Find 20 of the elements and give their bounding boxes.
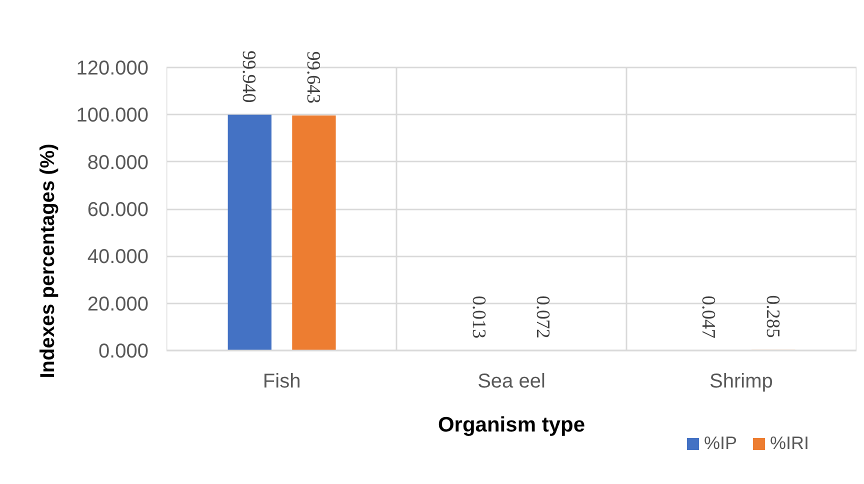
- data-label: 99.940: [238, 50, 260, 103]
- data-label: 0.285: [762, 295, 783, 338]
- x-axis-title: Organism type: [438, 414, 586, 436]
- y-axis-title: Indexes percentages (%): [37, 144, 60, 378]
- data-label: 0.072: [532, 296, 554, 338]
- y-tick-label: 60.000: [87, 199, 148, 221]
- data-label: 0.047: [698, 296, 719, 338]
- x-tick-label: Fish: [262, 370, 301, 392]
- legend-label: %IP: [704, 433, 738, 454]
- x-tick-label: Sea eel: [478, 370, 546, 392]
- y-tick-label: 120.000: [76, 58, 148, 80]
- y-tick-label: 0.000: [98, 340, 149, 362]
- y-tick-label: 80.000: [87, 152, 148, 174]
- data-label: 0.013: [468, 296, 489, 338]
- y-tick-label: 20.000: [87, 293, 148, 316]
- y-tick-label: 40.000: [87, 246, 148, 268]
- legend-label: %IRI: [770, 433, 810, 454]
- x-tick-label: Shrimp: [710, 370, 773, 392]
- data-label: 99.643: [302, 51, 324, 104]
- y-tick-label: 100.000: [76, 104, 148, 127]
